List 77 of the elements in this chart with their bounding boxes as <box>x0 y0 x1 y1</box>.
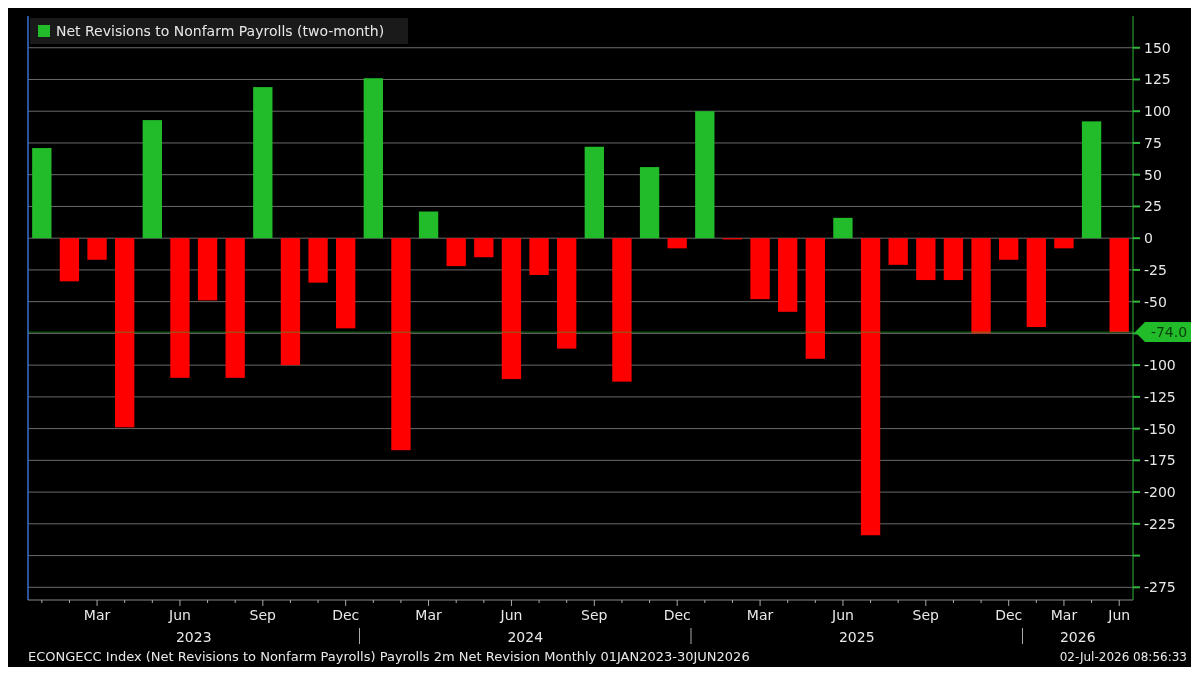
bar <box>778 238 798 312</box>
bar <box>1081 121 1102 239</box>
y-tick-label: 125 <box>1144 71 1171 88</box>
bar <box>308 238 328 283</box>
bar <box>612 238 632 382</box>
y-tick-label: 150 <box>1144 39 1171 56</box>
x-tick-label: Jun <box>831 607 854 623</box>
text: 2025 <box>838 629 875 645</box>
text: 2024 <box>507 629 544 645</box>
x-tick-label: Sep <box>249 607 277 623</box>
y-tick-label: -100 <box>1144 357 1176 374</box>
bar <box>695 111 715 239</box>
y-tick-label: -275 <box>1144 579 1176 596</box>
y-tick-label: -175 <box>1144 452 1176 469</box>
x-tick-label: Dec <box>663 607 691 623</box>
bar <box>750 238 770 300</box>
x-tick-label: Mar <box>415 607 443 623</box>
bar <box>971 238 991 334</box>
x-tick-label: Jun <box>499 607 523 623</box>
y-tick-label: -50 <box>1144 293 1167 310</box>
x-tick-label: Jun <box>168 607 191 623</box>
x-tick-label: Mar <box>83 607 111 623</box>
y-tick-label: -200 <box>1144 483 1176 500</box>
y-tick-label: 25 <box>1144 198 1162 215</box>
x-tick-label: Sep <box>912 607 940 623</box>
bar <box>197 238 218 301</box>
bar <box>280 238 301 366</box>
bar <box>639 167 660 239</box>
bar <box>336 238 356 329</box>
x-tick-label: Mar <box>746 607 774 623</box>
bar <box>805 238 825 359</box>
bar <box>529 238 549 275</box>
y-tick-label: -25 <box>1144 261 1167 278</box>
legend-label: Net Revisions to Nonfarm Payrolls (two-month) <box>56 22 385 39</box>
bar <box>943 238 964 281</box>
bar <box>253 87 273 239</box>
x-tick-label: Jun <box>1107 607 1131 623</box>
bar <box>418 211 439 239</box>
bar <box>446 238 466 267</box>
bar <box>225 238 245 378</box>
text: ECONGECC Index (Net Revisions to Nonfarm Payrolls) Payrolls 2m Net Revision Monthly 01JAN2023-30JUN2026 <box>28 649 750 664</box>
y-tick-label: 0 <box>1144 230 1153 247</box>
bar <box>557 238 577 349</box>
bar <box>142 120 162 239</box>
x-tick-label: Dec <box>332 607 360 623</box>
bar <box>1026 238 1046 328</box>
bar <box>59 238 80 282</box>
bar <box>667 238 687 249</box>
bar <box>501 238 522 380</box>
bar <box>474 238 494 258</box>
text: 2023 <box>175 629 212 645</box>
bar <box>363 78 383 239</box>
x-tick-label: Sep <box>581 607 608 623</box>
bar <box>1054 238 1074 249</box>
bar <box>170 238 190 378</box>
x-tick-label: Dec <box>995 607 1023 623</box>
text: 02-Jul-2026 08:56:33 <box>1059 650 1187 664</box>
bar <box>999 238 1019 260</box>
bar <box>1109 238 1129 333</box>
y-tick-label: -225 <box>1144 515 1176 532</box>
ref-line-label: -74.0 <box>1150 324 1188 341</box>
y-tick-label: -125 <box>1144 388 1176 405</box>
bar <box>115 238 135 428</box>
bar <box>833 217 853 239</box>
bar <box>916 238 936 281</box>
x-tick-label: Mar <box>1050 607 1078 623</box>
y-tick-label: 75 <box>1144 134 1162 151</box>
bar <box>87 238 107 260</box>
bar <box>888 238 908 265</box>
bar <box>584 146 604 239</box>
bar <box>32 148 52 239</box>
y-tick-label: 50 <box>1144 166 1162 183</box>
y-tick-label: 100 <box>1144 103 1171 120</box>
bar <box>391 238 411 451</box>
y-tick-label: -150 <box>1144 420 1176 437</box>
bar <box>860 238 881 536</box>
text: 2026 <box>1059 629 1096 645</box>
